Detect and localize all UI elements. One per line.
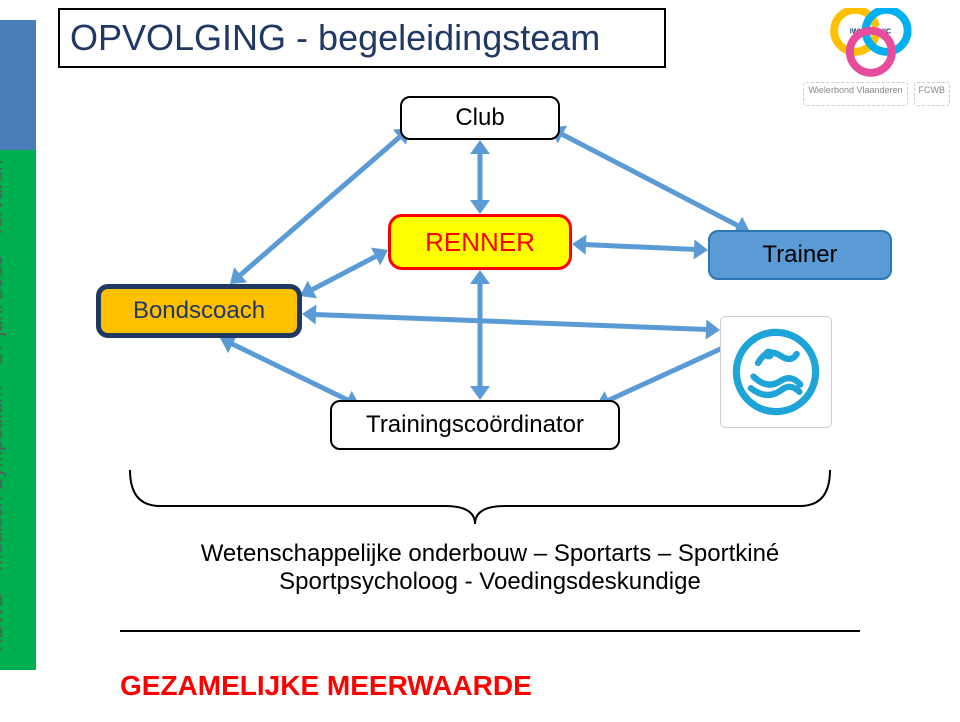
- slide: KBWB – Medisch Symposium – 27 juni 2015 …: [0, 0, 960, 722]
- rings-logo-icon: IWIIIC: [810, 8, 930, 78]
- mini-logos: Wielerbond Vlaanderen FCWB: [740, 80, 950, 108]
- horizontal-rule: [120, 630, 860, 632]
- node-trainer: Trainer: [708, 230, 892, 280]
- left-tab-blue: [0, 20, 36, 150]
- node-renner: RENNER: [388, 214, 572, 270]
- support-line2: Sportpsycholoog - Voedingsdeskundige: [150, 568, 830, 596]
- node-bondscoach: Bondscoach: [96, 284, 302, 338]
- support-line1: Wetenschappelijke onderbouw – Sportarts …: [150, 540, 830, 568]
- title-text: OPVOLGING - begeleidingsteam: [70, 17, 600, 59]
- title-box: OPVOLGING - begeleidingsteam: [58, 8, 666, 68]
- side-text: KBWB – Medisch Symposium – 27 juni 2015 …: [0, 160, 8, 652]
- support-text: Wetenschappelijke onderbouw – Sportarts …: [150, 540, 830, 596]
- swimmer-icon: [720, 316, 832, 428]
- partner-logo: Wielerbond Vlaanderen: [803, 82, 907, 106]
- node-club: Club: [400, 96, 560, 140]
- node-coord: Trainingscoördinator: [330, 400, 620, 450]
- footer-text: GEZAMELIJKE MEERWAARDE: [120, 670, 532, 702]
- partner-logo: FCWB: [914, 82, 951, 106]
